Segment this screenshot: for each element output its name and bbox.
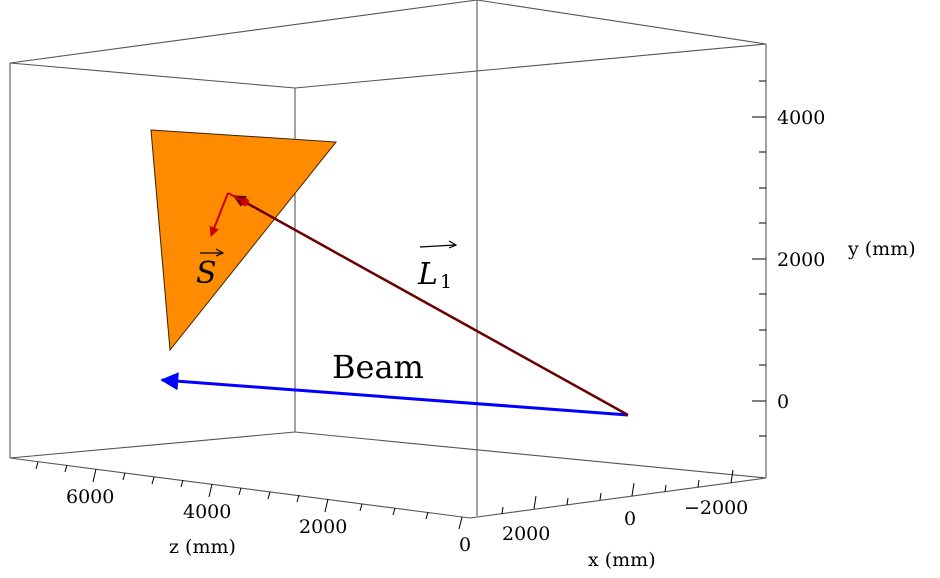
L1-vector (232, 194, 629, 417)
beam-label: Beam (332, 348, 424, 386)
beam-arrow (160, 372, 629, 417)
z-axis-label: z (mm) (169, 536, 236, 558)
x-axis: 2000 0 −2000 x (mm) (501, 469, 748, 571)
L1-label-text: L (417, 257, 438, 292)
z-tick-label: 0 (459, 534, 471, 556)
z-axis: 6000 4000 2000 0 z (mm) (35, 461, 471, 558)
y-tick-label: 4000 (777, 107, 825, 129)
x-tick-label: 2000 (502, 523, 550, 545)
S-vector (209, 192, 229, 237)
S-label: S (196, 248, 225, 291)
x-tick-label: −2000 (684, 497, 748, 519)
x-tick-label: 0 (624, 508, 636, 530)
y-axis: 4000 2000 0 y (mm) (752, 80, 916, 437)
z-tick-label: 6000 (66, 486, 114, 508)
L1-label: L 1 (417, 240, 458, 293)
y-tick-label: 0 (777, 391, 789, 413)
L1-label-subscript: 1 (440, 271, 452, 293)
S-vector-segment (227, 192, 246, 203)
z-tick-label: 2000 (299, 516, 347, 538)
y-axis-label: y (mm) (847, 238, 916, 260)
detector-panel (150, 129, 337, 352)
y-tick-label: 2000 (777, 249, 825, 271)
S-label-text: S (196, 256, 217, 291)
z-tick-label: 4000 (183, 501, 231, 523)
bounding-box (9, 0, 767, 519)
x-axis-label: x (mm) (588, 549, 656, 571)
